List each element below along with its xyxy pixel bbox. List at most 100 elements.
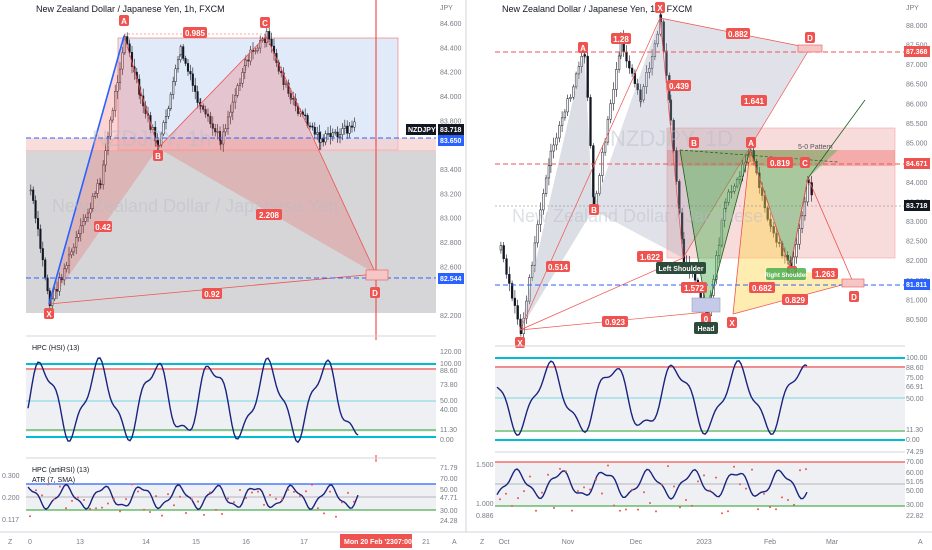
- left-candle: [211, 123, 214, 129]
- left-candle: [36, 217, 40, 230]
- right-auto-toggle[interactable]: A: [918, 539, 923, 546]
- svg-text:D: D: [372, 289, 378, 298]
- indicator-dot: [353, 500, 355, 503]
- price-tick: 83.200: [440, 191, 462, 198]
- left-candle: [79, 225, 82, 235]
- right-ratio-0923: 0.923: [602, 316, 628, 327]
- left-zoom-toggle[interactable]: Z: [8, 539, 13, 546]
- indicator-dot: [499, 498, 501, 501]
- right-point-b-left: B: [589, 204, 599, 215]
- indicator-dot: [341, 501, 343, 504]
- right-candle: [642, 86, 645, 101]
- indicator-tick: 70.00: [906, 459, 924, 466]
- left-candle: [268, 31, 271, 40]
- left-candle: [249, 49, 252, 62]
- indicator-dot: [781, 496, 783, 499]
- indicator-dot: [317, 507, 319, 510]
- right-5-0-label: 5-0 Pattern: [798, 144, 833, 151]
- right-price-axis: 88.000 87.500 87.000 86.500 86.000 85.500 85.0…: [476, 5, 930, 520]
- left-candle: [199, 105, 202, 107]
- right-ratio-1622: 1.622: [637, 251, 663, 262]
- svg-text:A: A: [121, 17, 127, 26]
- right-ratio-128: 1.28: [611, 33, 631, 44]
- left-point-b: B: [153, 150, 163, 161]
- left-candle: [254, 50, 257, 52]
- indicator-dot: [329, 490, 331, 493]
- price-tick: 84.200: [440, 70, 462, 77]
- left-candle: [118, 68, 122, 84]
- svg-text:1.28: 1.28: [613, 35, 629, 44]
- right-candle: [606, 118, 610, 143]
- indicator-tick: 88.60: [440, 368, 458, 375]
- left-indicator-hsi: HPC (HSI) (13): [26, 340, 436, 455]
- indicator-dot: [263, 503, 265, 506]
- price-label-text: 87.368: [906, 49, 928, 56]
- right-candle: [572, 86, 575, 98]
- right-candle: [510, 283, 514, 299]
- right-candle: [528, 277, 531, 302]
- left-bcd-triangle: [158, 36, 376, 274]
- price-label: [904, 279, 930, 290]
- indicator-dot: [65, 507, 67, 510]
- indicator-tick: 100.00: [440, 361, 462, 368]
- right-candle: [566, 98, 569, 113]
- right-ratio-0514: 0.514: [546, 261, 570, 272]
- indicator-dot: [565, 470, 567, 473]
- left-candle: [121, 52, 124, 70]
- left-candle: [311, 125, 314, 128]
- time-tick: 17: [300, 539, 308, 546]
- indicator-dot: [601, 492, 603, 495]
- price-label-text: NZDJPY: [408, 127, 436, 134]
- right-candle: [609, 103, 612, 120]
- price-tick: 84.400: [440, 45, 462, 52]
- left-candle: [229, 111, 232, 118]
- right-candle: [558, 125, 561, 139]
- left-xab-triangle: [49, 36, 158, 304]
- indicator-dot: [239, 489, 241, 492]
- indicator-tick: 70.00: [440, 476, 458, 483]
- price-tick: 86.500: [906, 82, 928, 89]
- left-candle: [338, 134, 342, 138]
- indicator-dot: [215, 508, 217, 511]
- left-watermark-symbol: NZDJPY, 1h: [92, 126, 211, 151]
- indicator-dot: [269, 493, 271, 496]
- indicator-tick: 30.00: [440, 508, 458, 515]
- left-candle: [204, 109, 207, 115]
- right-point-x-right: X: [727, 317, 737, 328]
- left-candle: [63, 268, 66, 281]
- svg-text:D: D: [807, 34, 813, 43]
- right-candle: [542, 193, 545, 211]
- indicator-dot: [733, 465, 735, 468]
- left-candle: [244, 59, 247, 66]
- right-candle: [733, 185, 736, 192]
- right-candle: [516, 305, 519, 320]
- right-candle: [502, 245, 505, 259]
- indicator-dot: [577, 489, 579, 492]
- indicator-dot: [799, 469, 801, 472]
- left-point-a: A: [119, 15, 129, 26]
- left-candle: [44, 259, 47, 279]
- indicator-tick: 1.500: [476, 462, 494, 469]
- left-candle: [126, 36, 129, 45]
- left-ratio-092: 0.92: [202, 288, 222, 299]
- svg-text:1.572: 1.572: [684, 284, 705, 293]
- right-candle: [766, 207, 769, 220]
- indicator-dot: [125, 498, 127, 501]
- left-chart-title: New Zealand Dollar / Japanese Yen, 1h, F…: [36, 4, 225, 14]
- left-candle: [282, 72, 285, 85]
- indicator-dot: [35, 489, 37, 492]
- indicator-dot: [625, 508, 627, 511]
- right-panel: New Zealand Dollar / Japanese Yen, 1D, F…: [495, 2, 905, 532]
- right-candle: [580, 55, 583, 67]
- price-label-text: 83.718: [906, 203, 928, 210]
- right-candle: [592, 145, 595, 198]
- indicator-dot: [71, 499, 73, 502]
- left-candle: [280, 71, 283, 74]
- left-auto-toggle[interactable]: A: [452, 539, 457, 546]
- indicator-dot: [161, 514, 163, 517]
- left-candle: [206, 113, 210, 117]
- right-zoom-toggle[interactable]: Z: [480, 539, 485, 546]
- indicator-tick: 22.82: [906, 513, 924, 520]
- indicator-dot: [209, 491, 211, 494]
- right-point-b-shoulder: B: [689, 137, 699, 148]
